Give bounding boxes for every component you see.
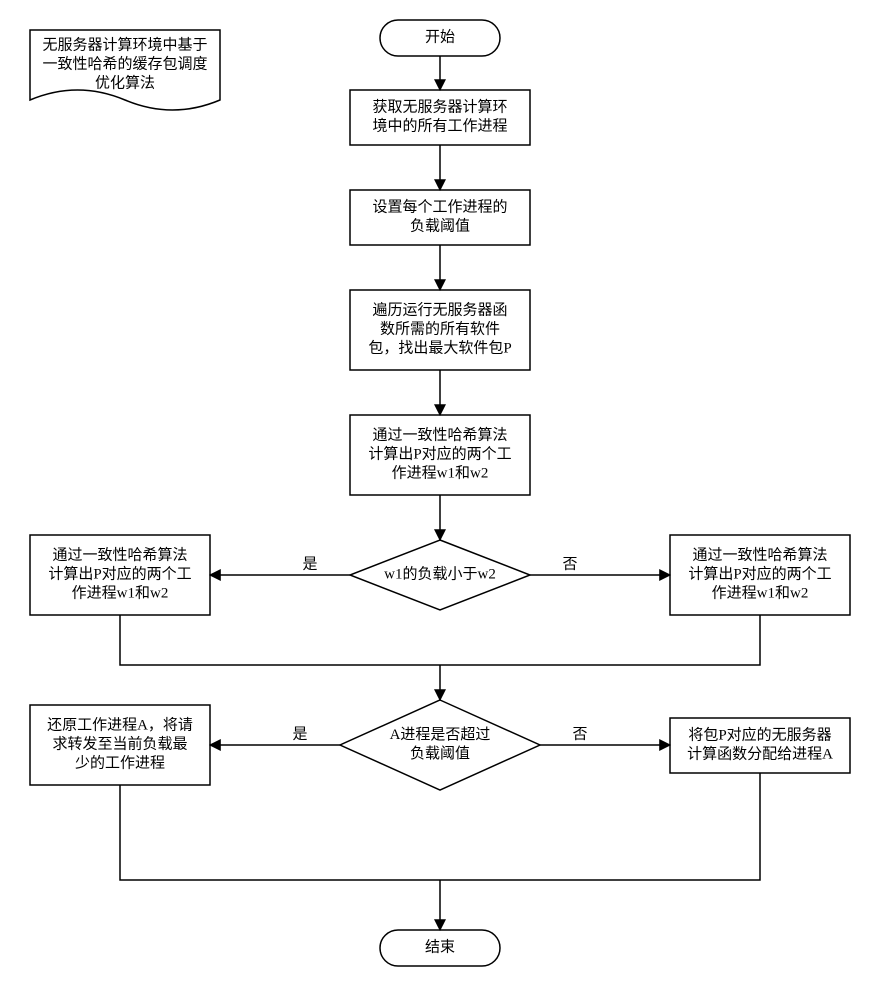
svg-text:获取无服务器计算环: 获取无服务器计算环 <box>372 97 507 115</box>
svg-text:通过一致性哈希算法: 通过一致性哈希算法 <box>692 545 827 563</box>
svg-text:一致性哈希的缓存包调度: 一致性哈希的缓存包调度 <box>42 55 207 72</box>
svg-text:无服务器计算环境中基于: 无服务器计算环境中基于 <box>42 35 207 53</box>
svg-text:设置每个工作进程的: 设置每个工作进程的 <box>372 198 507 215</box>
svg-text:通过一致性哈希算法: 通过一致性哈希算法 <box>52 545 187 563</box>
svg-text:否: 否 <box>572 726 587 742</box>
svg-text:境中的所有工作进程: 境中的所有工作进程 <box>372 116 507 134</box>
svg-text:作进程w1和w2: 作进程w1和w2 <box>392 464 489 481</box>
svg-text:负载阈值: 负载阈值 <box>410 745 470 762</box>
svg-text:求转发至当前负载最: 求转发至当前负载最 <box>52 735 187 752</box>
flowchart: 无服务器计算环境中基于一致性哈希的缓存包调度优化算法 开始获取无服务器计算环境中的… <box>0 0 880 1000</box>
svg-text:作进程w1和w2: 作进程w1和w2 <box>72 584 169 601</box>
svg-text:作进程w1和w2: 作进程w1和w2 <box>712 584 809 601</box>
svg-text:开始: 开始 <box>425 28 455 45</box>
svg-text:负载阈值: 负载阈值 <box>410 217 470 234</box>
svg-text:是: 是 <box>292 726 307 742</box>
svg-text:还原工作进程A，将请: 还原工作进程A，将请 <box>47 716 193 733</box>
svg-text:数所需的所有软件: 数所需的所有软件 <box>380 320 500 337</box>
svg-text:否: 否 <box>562 556 577 572</box>
svg-text:将包P对应的无服务器: 将包P对应的无服务器 <box>688 725 831 743</box>
svg-text:计算函数分配给进程A: 计算函数分配给进程A <box>687 744 833 762</box>
svg-text:是: 是 <box>302 556 317 572</box>
svg-text:w1的负载小于w2: w1的负载小于w2 <box>384 565 496 582</box>
svg-text:A进程是否超过: A进程是否超过 <box>390 726 491 743</box>
svg-text:计算出P对应的两个工: 计算出P对应的两个工 <box>368 444 511 462</box>
svg-text:计算出P对应的两个工: 计算出P对应的两个工 <box>48 564 191 582</box>
svg-text:通过一致性哈希算法: 通过一致性哈希算法 <box>372 425 507 443</box>
svg-text:包，找出最大软件包P: 包，找出最大软件包P <box>368 339 511 356</box>
svg-text:计算出P对应的两个工: 计算出P对应的两个工 <box>688 564 831 582</box>
svg-text:结束: 结束 <box>425 938 455 955</box>
svg-text:少的工作进程: 少的工作进程 <box>75 754 165 771</box>
svg-text:遍历运行无服务器函: 遍历运行无服务器函 <box>372 301 507 318</box>
svg-text:优化算法: 优化算法 <box>95 73 155 91</box>
